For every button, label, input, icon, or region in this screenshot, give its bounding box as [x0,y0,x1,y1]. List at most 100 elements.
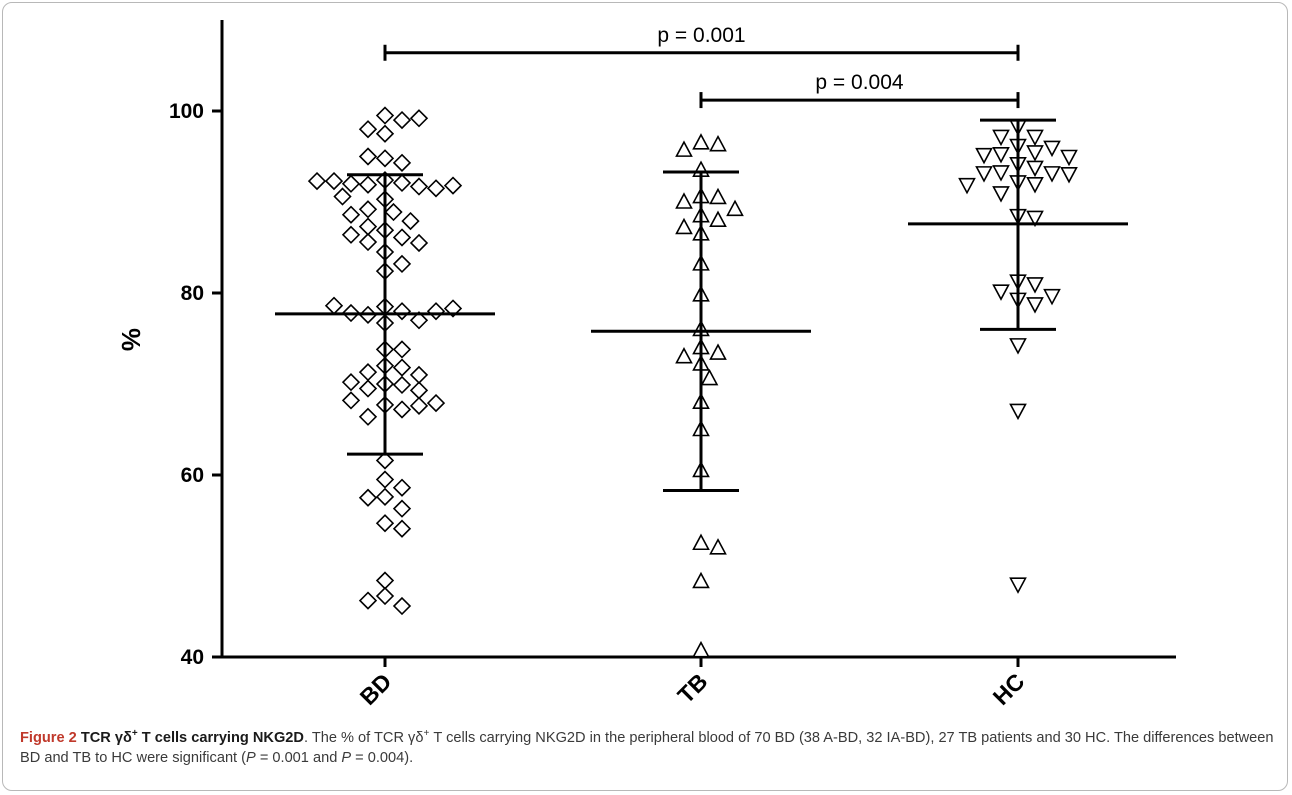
point-bd [392,400,412,419]
point-tb [675,217,693,235]
point-hc [1026,177,1044,194]
caption-p1-value: = 0.001 and [255,750,342,766]
caption-p2-symbol: P [341,750,352,766]
figure-title: TCR γδ+ T cells carrying NKG2D [80,728,304,746]
figure-title-sup: + [131,728,138,740]
y-tick-label: 100 [169,100,204,123]
point-hc [958,177,976,195]
point-bd [409,396,429,415]
point-bd [409,109,429,128]
point-hc [1026,160,1044,178]
point-tb [709,187,727,205]
point-bd [409,177,429,196]
data-points [307,106,1078,658]
point-bd [401,211,420,231]
point-hc [992,129,1010,147]
caption-body-2: T cells carrying NKG2D in the peripheral… [20,730,1274,766]
point-tb [675,140,693,157]
point-bd [341,373,361,392]
point-tb [692,571,710,589]
point-hc [992,165,1010,182]
dot-plot-chart: 40 60 80 100% BD TB HC p = 0.001 p = 0.004 [116,20,1176,710]
y-axis-title: % [116,328,146,351]
point-hc [1043,166,1061,183]
point-tb [675,347,693,364]
point-hc [1060,166,1078,184]
point-bd [358,232,378,252]
point-bd [358,591,378,610]
point-bd [333,187,352,206]
figure-title-suffix: T cells carrying NKG2D [137,730,304,746]
point-hc [1043,140,1061,158]
y-tick-label: 80 [181,282,204,305]
point-hc [1026,297,1044,314]
point-bd [392,153,412,173]
point-hc [1043,288,1061,306]
point-bd [426,179,446,198]
point-bd [392,375,412,395]
point-bd [409,365,429,385]
point-bd [392,478,412,497]
point-bd [358,175,378,194]
y-tick-label: 60 [181,464,204,487]
point-hc [1026,129,1044,147]
point-bd [392,228,412,247]
point-tb [726,199,744,217]
point-bd [375,149,395,168]
point-bd [358,488,378,507]
point-bd [307,171,327,191]
figure-title-prefix: TCR γδ [80,730,132,746]
point-bd [375,487,395,506]
point-hc [1060,149,1078,167]
caption-body-1: . The % of TCR γδ [303,730,424,746]
point-bd [358,407,378,426]
point-hc [1026,210,1044,228]
point-tb [692,640,710,658]
point-bd [392,499,412,518]
point-hc [975,147,993,165]
point-hc [992,284,1010,301]
point-bd [341,174,361,193]
caption-body-sup: + [423,728,430,740]
point-bd [392,340,412,359]
point-tb [709,134,727,152]
point-bd [324,296,344,315]
point-bd [392,173,412,193]
point-hc [1009,403,1027,421]
point-hc [1009,338,1027,355]
point-bd [392,596,412,616]
point-hc [992,146,1010,164]
x-tick-label-bd: BD [355,668,397,710]
point-bd [392,302,412,321]
point-hc [992,186,1010,203]
point-tb [709,343,727,360]
point-bd [375,470,395,489]
point-bd [392,519,412,538]
point-bd [375,106,395,125]
point-bd [341,391,361,410]
point-bd [375,514,395,533]
point-tb [700,368,719,386]
point-bd [324,171,344,191]
point-bd [392,254,412,274]
figure-caption: Figure 2 TCR γδ+ T cells carrying NKG2D.… [20,728,1275,768]
point-bd [426,393,446,413]
point-tb [692,133,710,150]
point-tb [692,533,710,551]
caption-p1-symbol: P [246,750,256,766]
caption-p2-value: = 0.004). [351,750,414,766]
point-bd [358,363,378,382]
x-tick-label-hc: HC [988,668,1030,710]
significance-brackets: p = 0.001 p = 0.004 [383,24,1020,109]
point-tb [709,538,727,555]
point-bd [392,358,412,377]
point-tb [675,192,693,209]
point-bd [426,302,446,321]
point-bd [409,381,429,400]
point-tb [709,210,727,227]
point-bd [341,205,361,224]
point-hc [975,166,993,183]
figure-label: Figure 2 [20,730,77,746]
point-bd [443,176,463,195]
point-bd [358,379,378,398]
